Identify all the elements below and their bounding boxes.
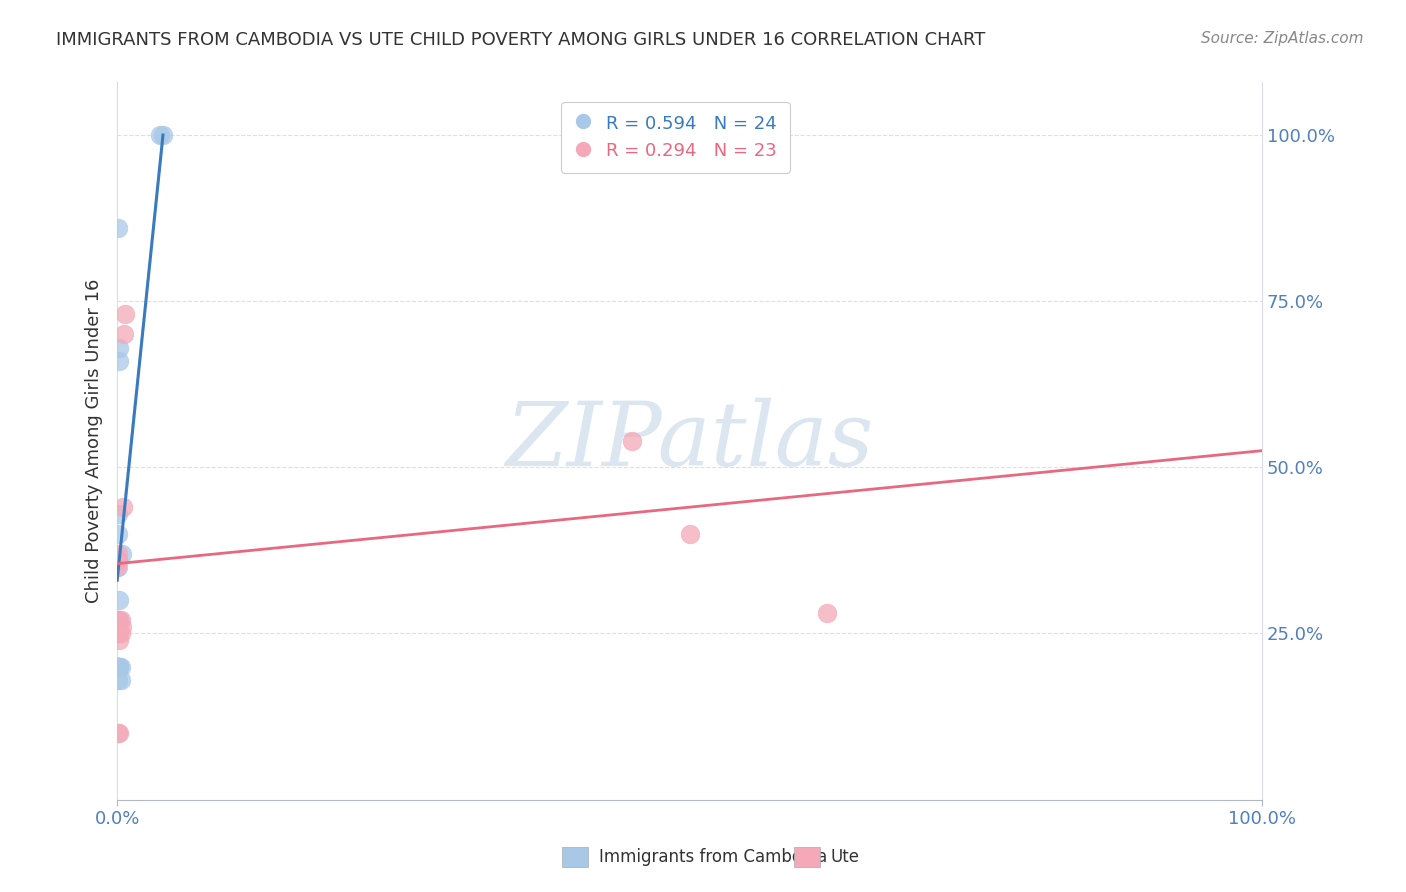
Point <box>107 726 129 740</box>
Point <box>114 308 136 322</box>
Point <box>108 659 131 673</box>
Point <box>108 341 131 355</box>
Point <box>107 221 129 235</box>
Point <box>107 673 129 687</box>
Text: Source: ZipAtlas.com: Source: ZipAtlas.com <box>1201 31 1364 46</box>
Point <box>110 613 132 627</box>
Text: Ute: Ute <box>831 848 860 866</box>
Point <box>111 620 134 634</box>
Point <box>148 128 170 142</box>
Point <box>152 128 174 142</box>
Point <box>107 526 129 541</box>
Point <box>107 659 129 673</box>
Point <box>108 633 131 648</box>
Point <box>108 593 131 607</box>
Point <box>107 659 129 673</box>
Point <box>107 547 129 561</box>
Point <box>111 500 134 515</box>
Point <box>107 553 129 567</box>
Point <box>107 553 129 567</box>
Point <box>107 659 129 673</box>
Point <box>108 726 131 740</box>
Point <box>107 659 129 673</box>
Point <box>108 613 131 627</box>
Point <box>621 434 644 448</box>
Point <box>107 613 129 627</box>
Point <box>107 613 129 627</box>
Point <box>112 327 135 342</box>
Point <box>107 659 129 673</box>
Point <box>107 560 129 574</box>
Point <box>110 673 132 687</box>
Point <box>107 613 129 627</box>
Point <box>111 547 134 561</box>
Y-axis label: Child Poverty Among Girls Under 16: Child Poverty Among Girls Under 16 <box>86 278 103 603</box>
Point <box>108 626 131 640</box>
Point <box>108 354 131 368</box>
Point <box>107 659 129 673</box>
Point <box>108 620 131 634</box>
Point <box>107 560 129 574</box>
Legend: R = 0.594   N = 24, R = 0.294   N = 23: R = 0.594 N = 24, R = 0.294 N = 23 <box>561 102 790 172</box>
Point <box>107 507 129 521</box>
Point <box>107 659 129 673</box>
Text: Immigrants from Cambodia: Immigrants from Cambodia <box>599 848 827 866</box>
Point <box>110 626 132 640</box>
Point <box>815 607 838 621</box>
Text: ZIPatlas: ZIPatlas <box>505 397 873 484</box>
Point <box>678 526 700 541</box>
Point <box>107 626 129 640</box>
Point <box>107 659 129 673</box>
Point <box>107 659 129 673</box>
Point <box>108 620 131 634</box>
Point <box>110 659 132 673</box>
Text: IMMIGRANTS FROM CAMBODIA VS UTE CHILD POVERTY AMONG GIRLS UNDER 16 CORRELATION C: IMMIGRANTS FROM CAMBODIA VS UTE CHILD PO… <box>56 31 986 49</box>
